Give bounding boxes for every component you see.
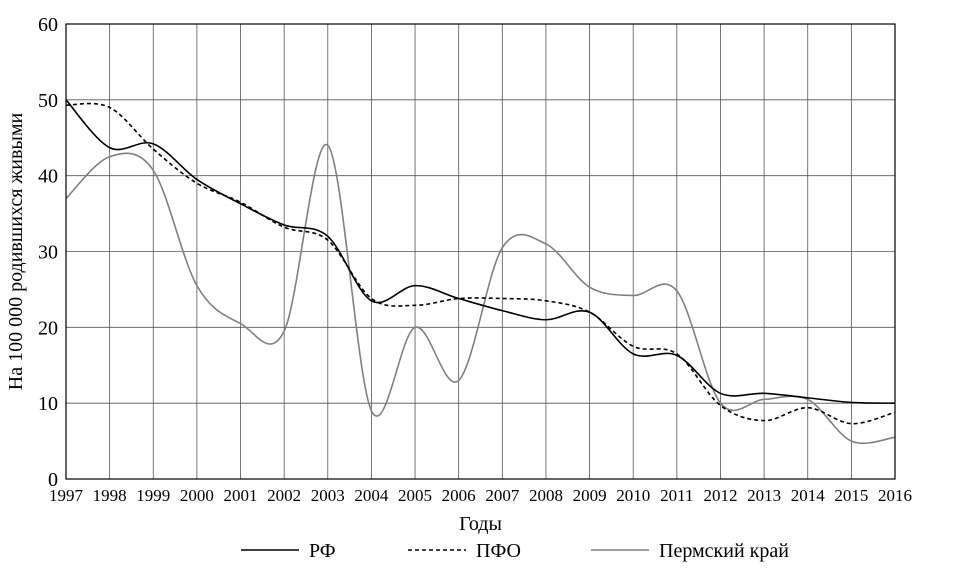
legend-label-rf: РФ: [309, 540, 336, 562]
y-axis-ticks: 0 10 20 30 40 50 60: [38, 14, 58, 491]
x-tick-label: 2015: [834, 486, 868, 505]
x-tick-label: 2003: [311, 486, 345, 505]
x-tick-label: 1999: [136, 486, 170, 505]
legend-label-perm: Пермский край: [659, 540, 789, 562]
y-tick-label: 50: [38, 90, 58, 112]
x-tick-label: 2000: [180, 486, 214, 505]
x-axis-title: Годы: [459, 513, 502, 535]
y-tick-label: 60: [38, 14, 58, 36]
legend-label-pfo: ПФО: [476, 540, 521, 562]
x-tick-label: 2005: [398, 486, 432, 505]
x-tick-label: 2009: [573, 486, 607, 505]
x-axis-ticks: 1997 1998 1999 2000 2001 2002 2003 2004 2005 2006…: [49, 486, 912, 505]
y-tick-label: 40: [38, 166, 58, 188]
y-tick-label: 10: [38, 393, 58, 415]
y-tick-label: 0: [48, 469, 58, 491]
x-tick-label: 2006: [442, 486, 476, 505]
x-tick-label: 2002: [267, 486, 301, 505]
x-tick-label: 1997: [49, 486, 84, 505]
x-tick-label: 2014: [791, 486, 826, 505]
series-lines: [65, 99, 896, 445]
legend: РФ ПФО Пермский край: [241, 540, 789, 562]
x-tick-label: 2016: [878, 486, 912, 505]
series-line-perm: [65, 144, 896, 445]
x-tick-label: 2001: [224, 486, 258, 505]
series-line-rf: [65, 99, 896, 404]
y-tick-label: 20: [38, 317, 58, 339]
y-tick-label: 30: [38, 242, 58, 264]
x-tick-label: 2013: [747, 486, 781, 505]
x-tick-label: 2010: [616, 486, 650, 505]
plot-frame: [65, 23, 896, 480]
x-tick-label: 2011: [660, 486, 693, 505]
x-tick-label: 2012: [703, 486, 737, 505]
x-tick-label: 2007: [485, 486, 520, 505]
x-tick-label: 2004: [354, 486, 389, 505]
y-axis-title: На 100 000 родившихся живыми: [5, 112, 27, 390]
x-tick-label: 2008: [529, 486, 563, 505]
x-tick-label: 1998: [93, 486, 127, 505]
